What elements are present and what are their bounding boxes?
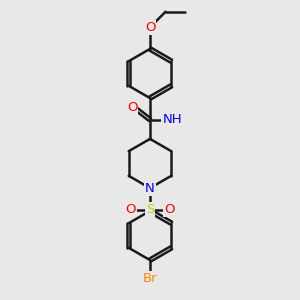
Text: N: N	[145, 182, 155, 195]
Text: S: S	[146, 203, 154, 216]
Text: O: O	[145, 21, 155, 34]
Text: O: O	[127, 101, 137, 114]
Text: O: O	[126, 203, 136, 216]
Text: NH: NH	[162, 113, 182, 126]
Text: O: O	[164, 203, 175, 216]
Text: Br: Br	[143, 272, 157, 285]
